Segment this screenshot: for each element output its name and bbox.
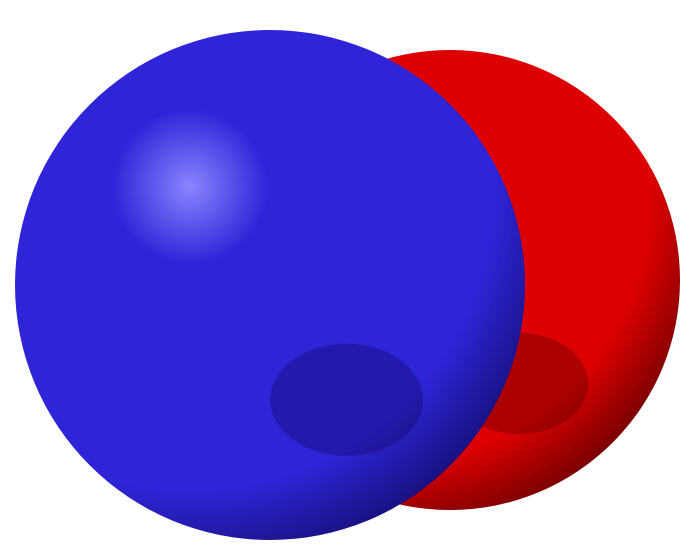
molecule-diagram [0,0,700,553]
atom-nitrogen [15,30,525,540]
atom-nitrogen-reflection [270,344,423,456]
molecule-svg [0,0,700,553]
